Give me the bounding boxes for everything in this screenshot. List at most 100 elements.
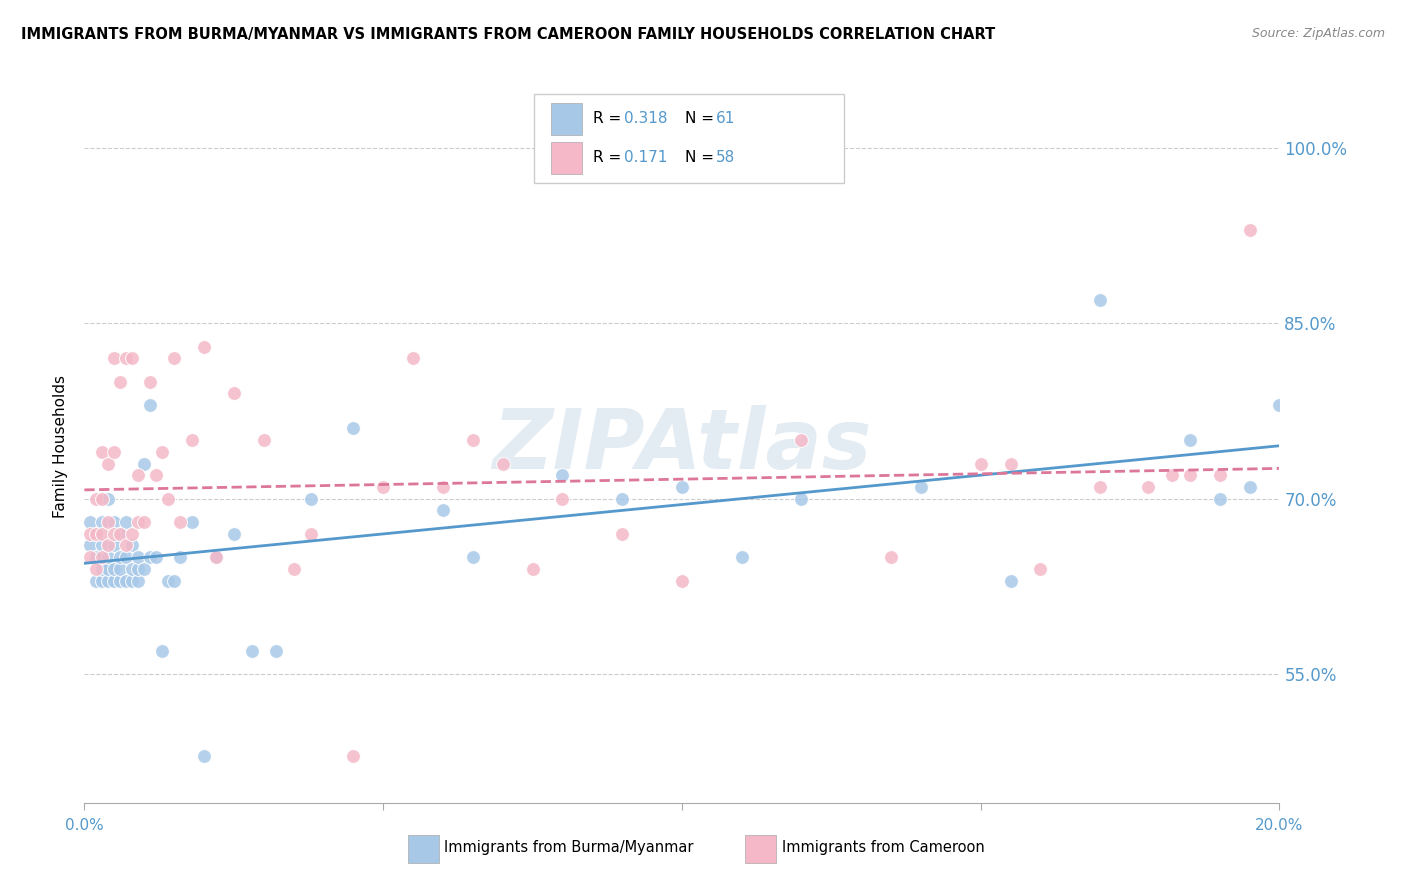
Point	[671, 574, 693, 588]
Text: Source: ZipAtlas.com: Source: ZipAtlas.com	[1251, 27, 1385, 40]
Text: R =: R =	[593, 151, 627, 165]
Point	[86, 574, 108, 588]
Point	[1268, 398, 1291, 412]
Point	[181, 433, 204, 447]
Point	[121, 574, 143, 588]
Point	[110, 562, 132, 576]
Point	[91, 491, 114, 506]
Point	[127, 550, 149, 565]
Point	[127, 468, 149, 483]
Point	[193, 340, 215, 354]
Point	[86, 562, 108, 576]
Point	[492, 457, 515, 471]
Text: R =: R =	[593, 112, 627, 126]
Point	[1239, 480, 1261, 494]
Point	[132, 562, 156, 576]
Point	[121, 562, 143, 576]
Point	[1090, 480, 1112, 494]
Point	[193, 749, 215, 764]
Point	[110, 550, 132, 565]
Point	[253, 433, 276, 447]
Point	[103, 526, 125, 541]
Point	[342, 749, 364, 764]
Point	[91, 550, 114, 565]
Point	[91, 538, 114, 552]
Point	[115, 515, 138, 529]
Text: 61: 61	[716, 112, 735, 126]
Point	[145, 468, 167, 483]
Text: 20.0%: 20.0%	[1256, 818, 1303, 832]
Point	[86, 491, 108, 506]
Point	[790, 491, 813, 506]
Point	[86, 526, 108, 541]
Point	[121, 538, 143, 552]
Point	[132, 457, 156, 471]
Point	[139, 398, 162, 412]
Point	[97, 491, 120, 506]
Point	[612, 526, 634, 541]
Point	[150, 644, 173, 658]
Point	[301, 526, 323, 541]
Point	[97, 550, 120, 565]
Point	[1029, 562, 1052, 576]
Point	[127, 574, 149, 588]
Point	[97, 562, 120, 576]
Text: Immigrants from Burma/Myanmar: Immigrants from Burma/Myanmar	[444, 840, 693, 855]
Point	[970, 457, 993, 471]
Point	[139, 550, 162, 565]
Point	[301, 491, 323, 506]
Point	[110, 574, 132, 588]
Point	[121, 351, 143, 366]
Point	[163, 351, 186, 366]
Point	[790, 433, 813, 447]
Point	[373, 480, 395, 494]
Point	[86, 550, 108, 565]
Point	[612, 491, 634, 506]
Point	[283, 562, 305, 576]
Point	[79, 538, 101, 552]
Point	[522, 562, 544, 576]
Point	[342, 421, 364, 435]
Point	[91, 526, 114, 541]
Point	[671, 480, 693, 494]
Point	[132, 515, 156, 529]
Point	[461, 433, 484, 447]
Point	[103, 562, 125, 576]
Point	[115, 550, 138, 565]
Point	[127, 562, 149, 576]
Point	[402, 351, 425, 366]
Text: 0.0%: 0.0%	[65, 818, 104, 832]
Point	[91, 574, 114, 588]
Point	[97, 457, 120, 471]
Point	[127, 515, 149, 529]
Point	[222, 526, 245, 541]
Y-axis label: Family Households: Family Households	[53, 375, 69, 517]
Point	[169, 550, 191, 565]
Point	[145, 550, 167, 565]
Point	[222, 386, 245, 401]
Point	[103, 538, 125, 552]
Point	[97, 515, 120, 529]
Point	[169, 515, 191, 529]
Point	[115, 574, 138, 588]
Point	[1137, 480, 1160, 494]
Point	[91, 515, 114, 529]
Point	[79, 526, 101, 541]
Point	[240, 644, 263, 658]
Point	[1000, 574, 1022, 588]
Point	[432, 480, 454, 494]
Point	[264, 644, 287, 658]
Point	[1209, 491, 1232, 506]
Point	[1178, 433, 1201, 447]
Point	[157, 491, 180, 506]
Point	[103, 515, 125, 529]
Text: 0.171: 0.171	[624, 151, 668, 165]
Point	[1178, 468, 1201, 483]
Point	[1209, 468, 1232, 483]
Point	[91, 562, 114, 576]
Point	[97, 574, 120, 588]
Point	[205, 550, 228, 565]
Point	[110, 526, 132, 541]
Point	[910, 480, 932, 494]
Point	[1000, 457, 1022, 471]
